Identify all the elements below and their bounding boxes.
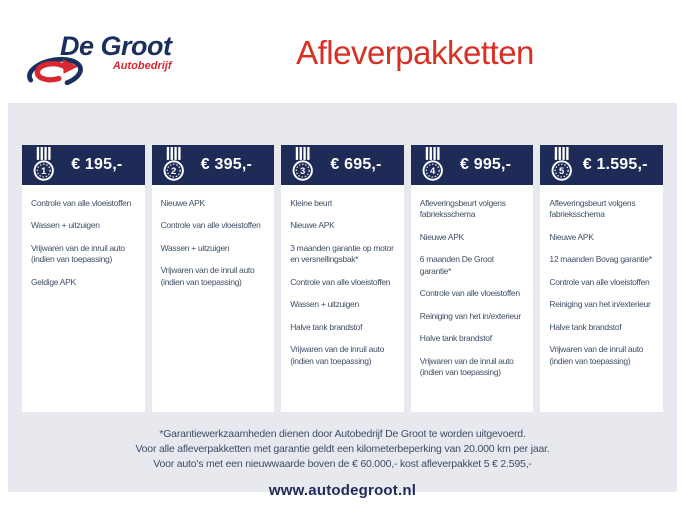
feature-item: Vrijwaren van de inruil auto (indien van… xyxy=(549,344,644,366)
medal-icon: 4 xyxy=(422,147,443,181)
feature-item: 6 maanden De Groot garantie* xyxy=(419,254,494,276)
website-url: www.autodegroot.nl xyxy=(268,481,417,499)
feature-item: 3 maanden garantie op motor en versnelli… xyxy=(290,242,394,265)
medal-icon: 3 xyxy=(292,147,314,181)
brand-name: De Groot xyxy=(60,31,172,61)
package-features: Afleveringsbeurt volgens fabrieksschema N… xyxy=(410,185,534,412)
brand-logo: De Groot Autobedrijf xyxy=(24,33,174,91)
package-features: Controle van alle vloeistoffen Wassen + u… xyxy=(22,185,145,412)
feature-item: Controle van alle vloeistoffen xyxy=(160,220,261,231)
feature-item: Wassen + uitzuigen xyxy=(31,220,100,231)
feature-item: Controle van alle vloeistoffen xyxy=(31,198,131,208)
page-title: Afleverpakketten xyxy=(296,34,534,71)
feature-item: Halve tank brandstof xyxy=(549,321,622,332)
medal-number: 2 xyxy=(171,166,176,177)
feature-item: Vrijwaren van de inruil auto (indien van… xyxy=(31,242,125,265)
package-price: € 195,- xyxy=(71,156,123,173)
feature-item: Nieuwe APK xyxy=(549,231,594,242)
package-features: Kleine beurt Nieuwe APK 3 maanden garantie… xyxy=(281,185,404,412)
page-header: De Groot Autobedrijf Afleverpakketten xyxy=(0,0,685,103)
feature-item: Vrijwaren van de inruil auto (indien van… xyxy=(290,344,384,366)
feature-item: Reiniging van het in/exterieur xyxy=(419,310,521,321)
brand-tagline: Autobedrijf xyxy=(112,60,172,72)
package-card: 2 € 395,- Nieuwe APK Controle van alle vl… xyxy=(151,145,275,412)
footer-note-line: Voor alle afleverpakketten met garantie … xyxy=(135,443,550,456)
package-card-header: 4 € 995,- xyxy=(410,145,534,185)
feature-item: Vrijwaren van de inruil auto (indien van… xyxy=(419,355,514,378)
package-price: € 395,- xyxy=(200,156,252,173)
package-price: € 695,- xyxy=(330,156,382,173)
footer-notes: *Garantiewerkzaamheden dienen door Autob… xyxy=(8,427,677,473)
package-price: € 1.595,- xyxy=(582,156,648,173)
feature-item: Vrijwaren van de inruil auto (indien van… xyxy=(160,265,255,287)
medal-number: 5 xyxy=(559,166,565,177)
degroot-logo-swoosh-icon xyxy=(27,56,83,89)
medal-number: 1 xyxy=(41,166,47,177)
feature-item: Controle van alle vloeistoffen xyxy=(549,276,650,287)
feature-item: Afleveringsbeurt volgens fabrieksschema xyxy=(419,198,506,220)
feature-item: Halve tank brandstof xyxy=(419,333,492,344)
medal-number: 3 xyxy=(300,166,305,177)
medal-number: 4 xyxy=(430,166,436,177)
footer-note-line: Voor auto's met een nieuwwaarde boven de… xyxy=(153,458,532,471)
package-card-header: 5 € 1.595,- xyxy=(540,145,663,185)
package-card: 3 € 695,- Kleine beurt Nieuwe APK 3 maande… xyxy=(281,145,404,412)
package-price: € 995,- xyxy=(459,156,512,173)
medal-icon: 1 xyxy=(33,147,54,181)
package-card-header: 3 € 695,- xyxy=(281,145,404,185)
feature-item: Wassen + uitzuigen xyxy=(290,299,359,310)
package-card: 5 € 1.595,- Afleveringsbeurt volgens fab… xyxy=(540,145,663,412)
brand-text: De Groot Autobedrijf xyxy=(60,33,172,72)
package-card-header: 1 € 195,- xyxy=(22,145,145,185)
feature-item: Nieuwe APK xyxy=(160,198,206,208)
footer-note-line: *Garantiewerkzaamheden dienen door Autob… xyxy=(159,428,526,440)
feature-item: Controle van alle vloeistoffen xyxy=(419,288,520,299)
package-features: Nieuwe APK Controle van alle vloeistoffen… xyxy=(151,185,275,412)
medal-icon: 2 xyxy=(163,147,184,181)
content-panel: 1 € 195,- Controle van alle vloeistoffen… xyxy=(8,103,677,499)
feature-item: Halve tank brandstof xyxy=(290,321,363,332)
feature-item: Geldige APK xyxy=(31,276,76,287)
feature-item: Nieuwe APK xyxy=(290,220,335,231)
feature-item: Reiniging van het in/exterieur xyxy=(549,299,651,310)
feature-item: Wassen + uitzuigen xyxy=(160,242,230,253)
package-card: 4 € 995,- Afleveringsbeurt volgens fabri… xyxy=(410,145,534,412)
feature-item: Nieuwe APK xyxy=(419,231,465,242)
feature-item: Afleveringsbeurt volgens fabrieksschema xyxy=(549,198,636,220)
feature-item: Kleine beurt xyxy=(290,198,332,208)
feature-item: 12 maanden Bovag garantie* xyxy=(549,254,652,265)
packages-grid: 1 € 195,- Controle van alle vloeistoffen… xyxy=(8,103,677,412)
package-card: 1 € 195,- Controle van alle vloeistoffen… xyxy=(22,145,145,412)
feature-item: Controle van alle vloeistoffen xyxy=(290,276,391,287)
medal-icon: 5 xyxy=(551,147,573,181)
package-features: Afleveringsbeurt volgens fabrieksschema N… xyxy=(540,185,663,412)
package-card-header: 2 € 395,- xyxy=(151,145,275,185)
